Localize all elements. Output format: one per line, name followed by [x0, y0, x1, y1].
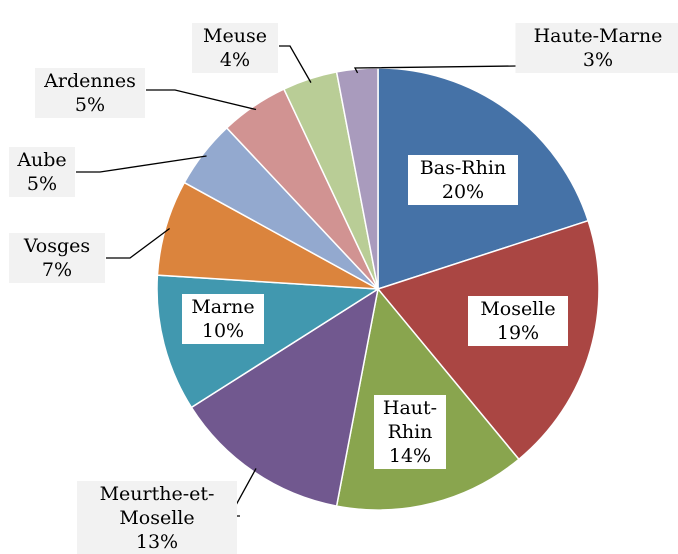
leader-line	[76, 155, 207, 173]
leader-line	[146, 89, 257, 111]
leader-line	[279, 45, 312, 83]
data-label: Marne 10%	[182, 294, 264, 344]
data-label: Ardennes 5%	[35, 68, 145, 118]
label-value: 10%	[201, 320, 245, 342]
label-value: 7%	[41, 259, 73, 281]
label-value: 14%	[388, 445, 432, 467]
label-category: Aube	[17, 149, 67, 171]
label-category: Haute-Marne	[533, 25, 663, 47]
data-label: Haute-Marne 3%	[515, 23, 678, 73]
data-label: Bas-Rhin 20%	[408, 155, 518, 205]
label-value: 3%	[582, 49, 614, 71]
label-category: Moselle	[480, 298, 556, 320]
label-value: 13%	[135, 531, 179, 553]
data-label: Meurthe-et-Moselle 13%	[77, 481, 237, 554]
label-category: Marne	[191, 296, 255, 318]
leader-line	[353, 65, 517, 74]
label-value: 5%	[74, 94, 106, 116]
label-value: 4%	[219, 49, 251, 71]
leader-line	[106, 227, 171, 259]
data-label: Meuse 4%	[192, 23, 278, 73]
data-label: Haut-Rhin 14%	[374, 395, 446, 469]
data-label: Aube 5%	[9, 147, 75, 197]
label-value: 5%	[26, 173, 58, 195]
label-category: Vosges	[23, 235, 91, 257]
data-label: Moselle 19%	[468, 296, 568, 346]
data-label: Vosges 7%	[9, 233, 105, 283]
label-category: Ardennes	[44, 70, 136, 92]
label-category: Haut-Rhin	[382, 397, 438, 443]
label-category: Meurthe-et-Moselle	[99, 483, 215, 529]
label-category: Bas-Rhin	[419, 157, 507, 179]
label-value: 20%	[441, 181, 485, 203]
label-category: Meuse	[203, 25, 267, 47]
label-value: 19%	[496, 322, 540, 344]
